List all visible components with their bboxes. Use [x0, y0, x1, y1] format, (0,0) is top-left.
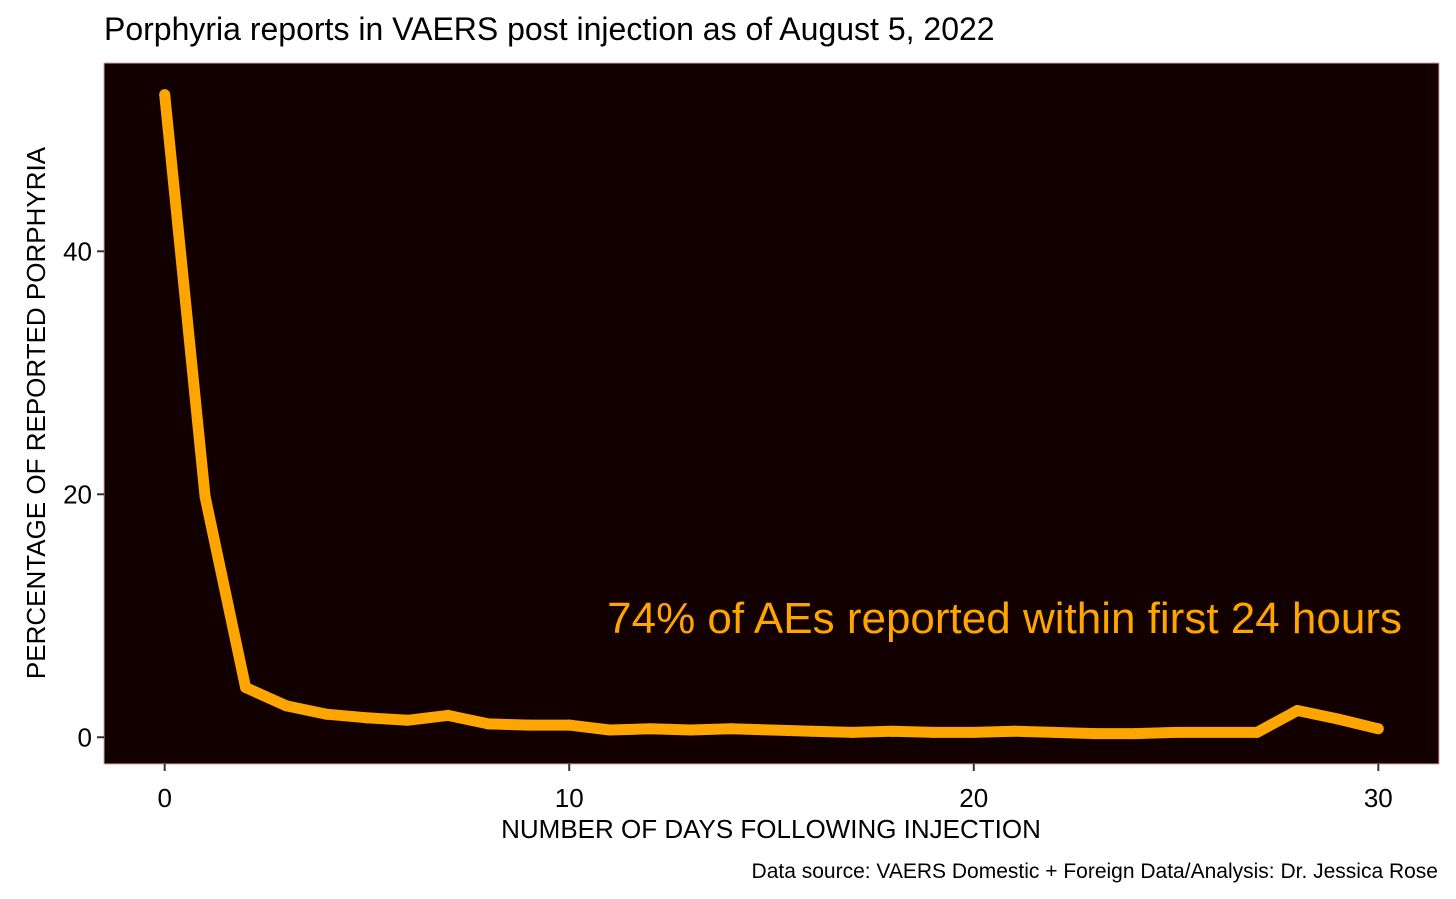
data-point	[1251, 726, 1263, 738]
data-point	[604, 724, 616, 736]
data-point	[1170, 726, 1182, 738]
x-tick-label: 10	[555, 783, 584, 813]
data-point	[887, 725, 899, 737]
x-axis: 0 10 20 30	[157, 764, 1393, 813]
data-point	[442, 709, 454, 721]
data-point	[280, 700, 292, 712]
chart-annotation: 74% of AEs reported within first 24 hour…	[607, 594, 1402, 643]
chart-title: Porphyria reports in VAERS post injectio…	[104, 11, 995, 47]
data-point	[563, 719, 575, 731]
data-point	[482, 718, 494, 730]
data-point	[927, 726, 939, 738]
data-point	[1008, 725, 1020, 737]
data-source-caption: Data source: VAERS Domestic + Foreign Da…	[752, 860, 1438, 883]
data-point	[1049, 726, 1061, 738]
y-tick-label: 0	[78, 722, 92, 752]
x-tick-label: 20	[959, 783, 988, 813]
data-point	[1089, 728, 1101, 740]
x-tick-label: 30	[1364, 783, 1393, 813]
data-point	[1372, 723, 1384, 735]
data-point	[1211, 726, 1222, 738]
data-point	[321, 708, 332, 720]
data-point	[361, 712, 373, 724]
x-tick-label: 0	[157, 783, 171, 813]
y-tick-label: 20	[63, 479, 92, 509]
data-points	[159, 89, 1384, 740]
plot-panel	[103, 62, 1440, 765]
data-point	[1291, 705, 1303, 717]
data-point	[968, 726, 980, 738]
data-point	[240, 681, 252, 693]
data-point	[685, 724, 697, 736]
data-point	[644, 723, 656, 735]
data-point	[199, 491, 211, 503]
data-point	[846, 726, 858, 738]
data-point	[766, 724, 777, 736]
y-axis: 0 20 40	[63, 236, 104, 752]
x-axis-title: NUMBER OF DAYS FOLLOWING INJECTION	[501, 814, 1041, 844]
y-axis-title: PERCENTAGE OF REPORTED PORPHYRIA	[21, 146, 51, 679]
data-point	[401, 714, 413, 726]
data-point	[1332, 713, 1344, 725]
data-point	[806, 725, 818, 737]
y-tick-label: 40	[63, 236, 92, 266]
data-point	[523, 719, 535, 731]
data-point	[159, 89, 171, 101]
data-point	[1130, 728, 1142, 740]
data-point	[725, 723, 737, 735]
